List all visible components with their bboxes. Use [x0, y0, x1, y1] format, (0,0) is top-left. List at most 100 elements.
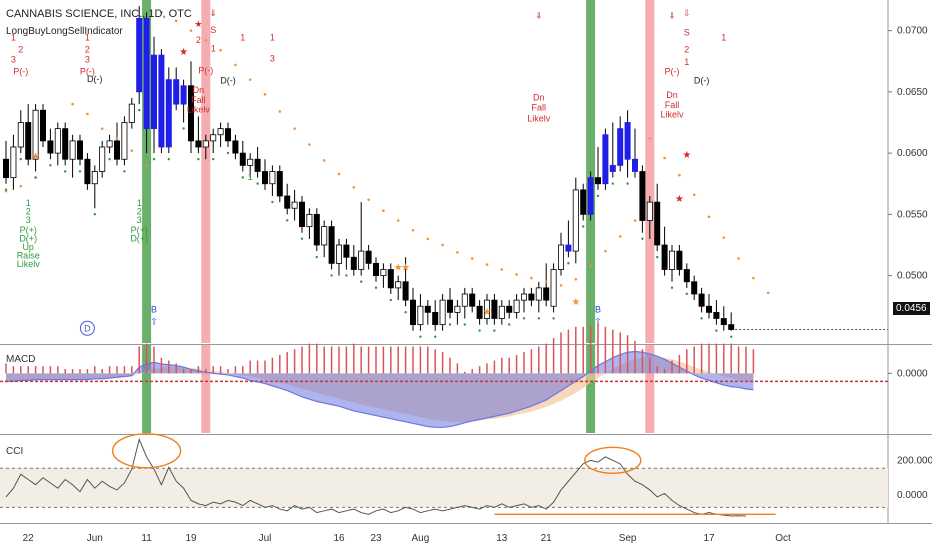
candle-body [91, 171, 98, 185]
trail-dot [152, 157, 156, 161]
trail-dot [537, 317, 540, 320]
time-tick-label: Jul [259, 533, 272, 544]
macd-pane-label: MACD [6, 354, 36, 365]
signal-star: ★ [571, 297, 580, 308]
trail-dot [567, 262, 570, 265]
cci-line [5, 437, 747, 517]
candle-body [343, 244, 350, 258]
trail-dot [123, 170, 126, 173]
sar-dot [544, 280, 548, 284]
sar-dot [441, 243, 444, 247]
trail-dot [700, 317, 703, 320]
signal-label: 1 [240, 32, 245, 42]
sar-dot [382, 209, 385, 212]
candle-body [150, 54, 157, 130]
trail-dot [300, 237, 304, 240]
candle-body [328, 226, 335, 264]
candle-body [180, 85, 187, 105]
sell-band [645, 0, 655, 343]
time-tick-label: Aug [412, 533, 430, 544]
sar-dot [234, 63, 237, 67]
signal-label: 1 [684, 57, 689, 67]
candle-body [202, 140, 209, 148]
candle-body [469, 293, 476, 307]
cci-highlight-circle [584, 446, 642, 475]
candle-body [461, 293, 468, 307]
time-tick-label: 19 [185, 533, 197, 544]
signal-label: P(-) [13, 67, 28, 77]
macd-tick-label: 0.0000 [897, 368, 928, 379]
candle-body [580, 189, 587, 215]
signal-label: D(-) [220, 75, 236, 85]
sar-dot [663, 156, 666, 160]
trail-dot [34, 176, 37, 179]
cci-tick-label: 0.0000 [897, 490, 928, 501]
candle-body [639, 171, 646, 221]
candle-body [498, 305, 505, 319]
candle-body [321, 226, 328, 246]
signal-label: ⇓ [209, 8, 217, 18]
signal-label: D(-) [87, 74, 103, 84]
candle-body [187, 85, 194, 142]
candle-body [77, 140, 84, 160]
signal-label: S [684, 28, 690, 38]
candle-body [535, 287, 542, 301]
signal-label: 3 [137, 215, 142, 225]
candle-body [313, 213, 320, 246]
candle-body [17, 122, 24, 148]
candle-body [402, 281, 409, 301]
buy-band [142, 0, 152, 343]
signal-label: B [151, 304, 157, 314]
candle-body [365, 250, 372, 264]
signal-label: ⇧ [150, 317, 158, 327]
candle-body [284, 195, 291, 209]
candle-body [335, 244, 342, 264]
sar-dot [100, 127, 104, 130]
candle-body [595, 177, 602, 185]
trail-dot [552, 317, 555, 320]
sar-dot [322, 159, 326, 162]
candle-body [387, 269, 394, 289]
trail-dot [286, 219, 289, 222]
buy-band-macd [142, 345, 152, 433]
sar-dot [707, 215, 711, 219]
signal-label: ⇧ [594, 317, 602, 327]
sar-dot [204, 39, 208, 42]
trail-dot [4, 188, 8, 191]
sar-dot [648, 137, 652, 140]
signal-label: Fall [532, 102, 547, 112]
candle-body [720, 318, 727, 326]
trail-dot [389, 298, 392, 302]
time-tick-label: Jun [87, 533, 103, 544]
signal-label: 2 [684, 45, 689, 55]
sar-dot [396, 219, 400, 222]
d-marker-circle [79, 320, 95, 336]
candle-body [106, 140, 113, 148]
sar-dot [692, 193, 696, 197]
sar-dot [515, 273, 518, 276]
signal-label: D(+) [130, 233, 148, 243]
trail-dot [478, 329, 481, 332]
candle-body [372, 262, 379, 277]
candle-body [350, 256, 357, 270]
sar-dot [19, 184, 23, 188]
d-marker-label: D [84, 323, 91, 333]
trail-dot [138, 108, 141, 112]
signal-label: P(-) [80, 67, 95, 77]
candle-body [62, 128, 69, 160]
candle-body [646, 201, 653, 221]
signal-label: Fall [665, 100, 680, 110]
sar-dot [470, 257, 474, 260]
trail-dot [241, 176, 244, 179]
candle-body [276, 171, 283, 197]
candle-body [476, 305, 483, 319]
sell-band-macd [645, 345, 655, 433]
trail-dot [167, 157, 170, 161]
signal-star: ★ [31, 151, 40, 162]
signal-label: S [210, 25, 216, 35]
trail-dot [330, 274, 333, 277]
sar-dot [263, 93, 267, 96]
signal-label: 1 [11, 32, 16, 42]
candle-body [99, 146, 106, 172]
trail-dot [345, 274, 348, 277]
